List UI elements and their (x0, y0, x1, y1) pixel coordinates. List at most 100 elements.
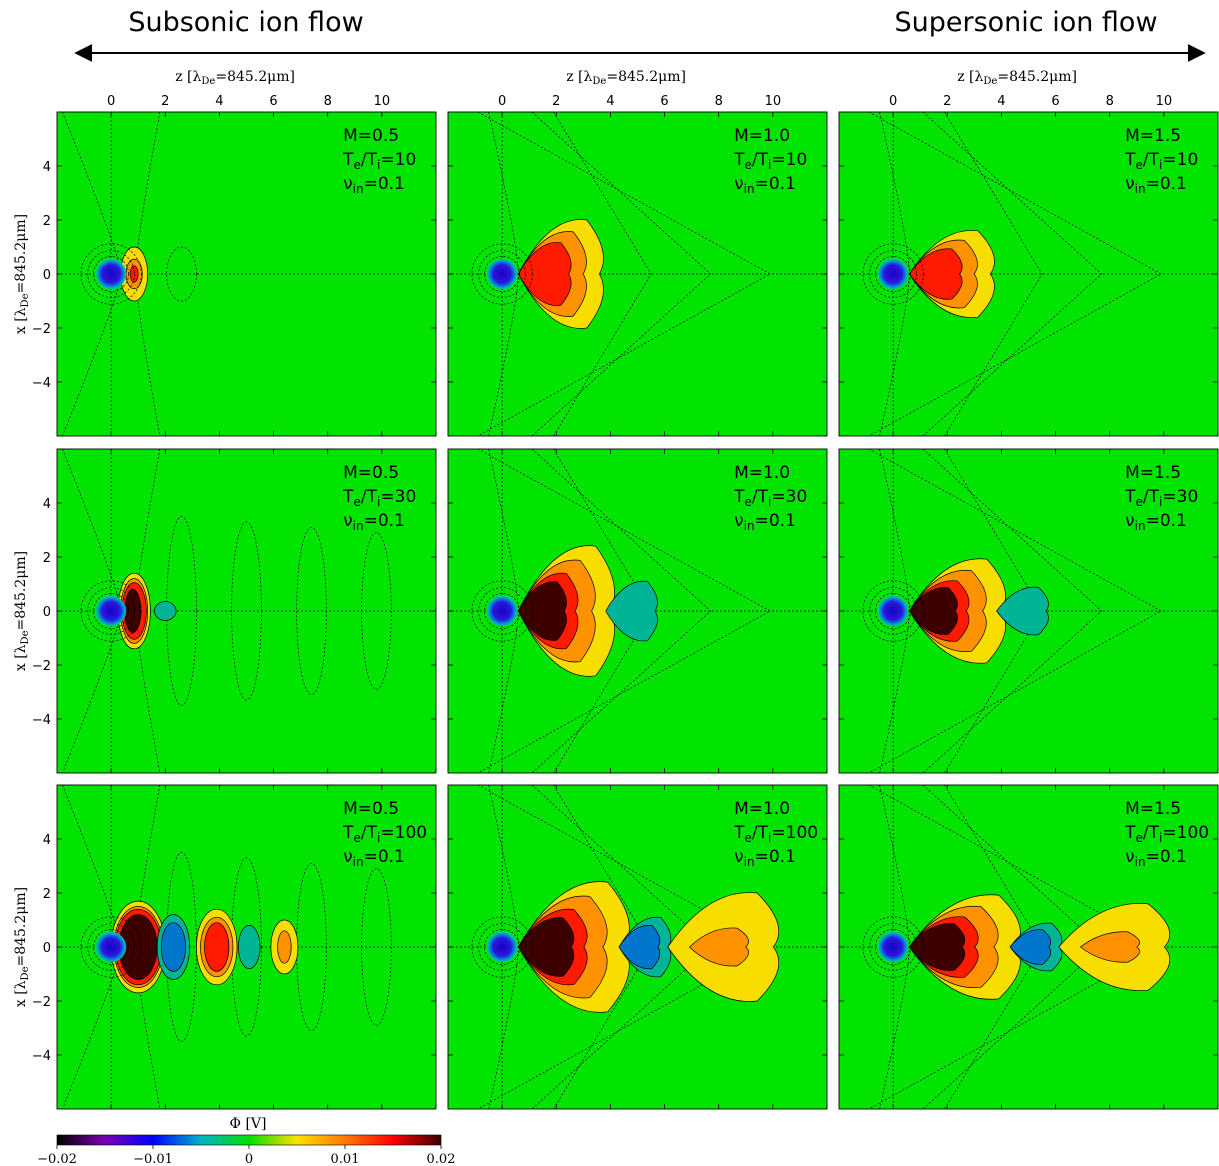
supersonic-label: Supersonic ion flow (894, 7, 1157, 38)
temperature-ratio-label: Te/Ti=10 (342, 150, 416, 172)
mach-number-label: M=1.0 (734, 799, 790, 819)
mach-number-label: M=1.5 (1125, 126, 1181, 146)
core-contour (862, 916, 924, 978)
mach-number-label: M=1.0 (734, 126, 790, 146)
core-contour (80, 916, 142, 978)
negative-potential-core (96, 931, 127, 963)
core-contour (80, 243, 142, 305)
potential-contour-band (908, 248, 963, 300)
core-contour (93, 929, 130, 965)
collision-frequency-label: νin=0.1 (343, 174, 405, 196)
z-axis-title: z [λDe=845.2μm] (957, 69, 1077, 87)
potential-contour-band (618, 924, 661, 970)
x-tick-label: 2 (43, 551, 51, 566)
mach-cone-line (477, 112, 771, 436)
particle-core (862, 243, 924, 305)
x-tick-label: −2 (32, 322, 51, 337)
negative-potential-core (487, 258, 518, 290)
z-tick-label: 0 (889, 94, 897, 109)
wake-contour (361, 868, 392, 1026)
wake-lobes (908, 894, 1171, 1000)
wake-contour (361, 532, 392, 690)
mach-cone-line (868, 112, 1162, 436)
mach-number-label: M=0.5 (343, 799, 399, 819)
negative-potential-core (487, 595, 518, 627)
collision-frequency-label: νin=0.1 (343, 847, 405, 869)
potential-contour-band (154, 601, 177, 621)
collision-frequency-label: νin=0.1 (734, 511, 796, 533)
z-tick-label: 4 (997, 94, 1005, 109)
collision-frequency-label: νin=0.1 (343, 511, 405, 533)
mach-cone-line (531, 449, 712, 773)
temperature-ratio-label: Te/Ti=30 (342, 487, 416, 509)
temperature-ratio-label: Te/Ti=30 (733, 487, 807, 509)
mach-cone-line (868, 785, 1162, 1109)
wake-contour (166, 246, 197, 302)
potential-contour-band (688, 927, 749, 967)
potential-contour-band (238, 924, 261, 970)
z-axis-title: z [λDe=845.2μm] (175, 69, 295, 87)
core-contour (93, 593, 130, 629)
negative-potential-core (878, 595, 909, 627)
wake-lobes (117, 572, 177, 650)
core-contour (87, 587, 135, 635)
side-contour (135, 449, 161, 773)
potential-contour-band (908, 587, 958, 635)
x-tick-label: −2 (32, 995, 51, 1010)
z-tick-label: 4 (215, 94, 223, 109)
x-axis-titles: x [λDe=845.2μm] x [λDe=845.2μm] x [λDe=845… (13, 214, 31, 1007)
core-contour (478, 923, 526, 971)
collision-frequency-label: νin=0.1 (1125, 174, 1187, 196)
temperature-ratio-label: Te/Ti=30 (1124, 487, 1198, 509)
subsonic-label: Subsonic ion flow (128, 7, 363, 38)
x-axis-title: x [λDe=845.2μm] (13, 214, 31, 334)
particle-core (471, 580, 533, 642)
core-contour (80, 580, 142, 642)
negative-potential-core (878, 931, 909, 963)
core-contour (875, 256, 912, 292)
colorbar-tick-label: −0.01 (133, 1152, 173, 1166)
mach-cone-line (553, 112, 652, 436)
x-tick-label: −2 (32, 659, 51, 674)
z-axis-titles: z [λDe=845.2μm] z [λDe=845.2μm] z [λDe=845… (175, 69, 1077, 87)
z-tick-label: 10 (374, 94, 391, 109)
x-tick-label: 0 (43, 941, 51, 956)
core-contour (471, 916, 533, 978)
potential-contour-band (204, 922, 230, 972)
potential-contour-band (908, 923, 966, 971)
side-contour (135, 112, 161, 436)
potential-contour-band (129, 265, 139, 283)
negative-potential-core (487, 931, 518, 963)
core-contour (875, 593, 912, 629)
temperature-ratio-label: Te/Ti=100 (342, 823, 427, 845)
colorbar-tick-label: 0 (245, 1152, 253, 1166)
core-contour (471, 580, 533, 642)
wake-lobes (110, 900, 299, 994)
core-contour (478, 587, 526, 635)
particle-core (862, 580, 924, 642)
mach-cone-line (477, 785, 771, 1109)
z-tick-label: 0 (107, 94, 115, 109)
colorbar-label: Φ [V] (230, 1116, 267, 1132)
colorbar-tick-label: 0.02 (427, 1152, 456, 1166)
particle-core (80, 243, 142, 305)
mach-cone-line (477, 449, 771, 773)
potential-contour-band (996, 586, 1049, 636)
colorbar-tick-label: −0.02 (37, 1152, 77, 1166)
z-tick-label: 6 (660, 94, 668, 109)
colorbar-tick-label: 0.01 (331, 1152, 360, 1166)
core-contour (862, 243, 924, 305)
core-contour (484, 929, 521, 965)
x-tick-label: −4 (32, 376, 51, 391)
mach-number-label: M=0.5 (343, 463, 399, 483)
x-tick-label: 4 (43, 160, 51, 175)
particle-core (80, 916, 142, 978)
z-tick-label: 10 (1156, 94, 1173, 109)
